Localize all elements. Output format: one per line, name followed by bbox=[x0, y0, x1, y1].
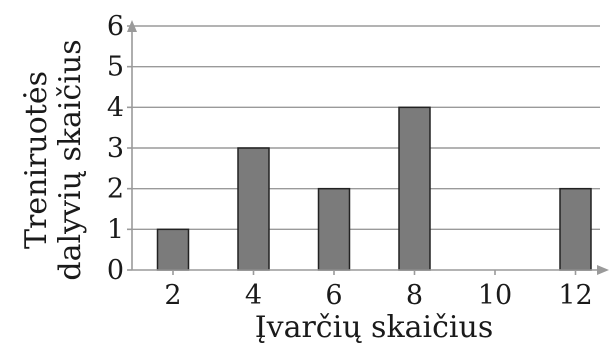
y-tick-label: 6 bbox=[107, 11, 124, 42]
bar-12 bbox=[559, 187, 592, 271]
x-axis-arrow-icon bbox=[597, 265, 609, 275]
y-axis-label: Treniruotės dalyvių skaičius bbox=[19, 39, 88, 280]
y-tick-label: 5 bbox=[107, 52, 124, 83]
y-axis-arrow-icon bbox=[127, 20, 137, 32]
bar-2 bbox=[156, 228, 190, 271]
y-axis-label-line-1: Treniruotės bbox=[19, 71, 54, 249]
y-tick-label: 4 bbox=[107, 92, 124, 123]
x-tick-label: 2 bbox=[164, 280, 181, 311]
x-tick-label: 12 bbox=[558, 280, 592, 311]
x-tick-labels: 2 4 6 8 10 12 bbox=[164, 270, 593, 311]
bar-6 bbox=[317, 187, 351, 271]
y-tick-label: 0 bbox=[107, 255, 124, 286]
bars bbox=[156, 106, 592, 271]
x-tick-label: 10 bbox=[478, 280, 512, 311]
x-axis-label: Įvarčių skaičius bbox=[255, 310, 493, 345]
bar-8 bbox=[398, 106, 431, 271]
y-tick-labels: 0 1 2 3 4 5 6 bbox=[107, 11, 124, 286]
y-tick-label: 1 bbox=[107, 214, 124, 245]
x-tick-label: 8 bbox=[406, 280, 423, 311]
bar-4 bbox=[237, 147, 270, 271]
axes bbox=[127, 20, 609, 275]
y-tick-label: 2 bbox=[107, 174, 124, 205]
x-tick-label: 4 bbox=[245, 280, 262, 311]
y-axis-label-line-2: dalyvių skaičius bbox=[53, 39, 88, 280]
gridlines bbox=[127, 25, 600, 271]
y-tick-label: 3 bbox=[107, 133, 124, 164]
x-tick-label: 6 bbox=[325, 280, 342, 311]
